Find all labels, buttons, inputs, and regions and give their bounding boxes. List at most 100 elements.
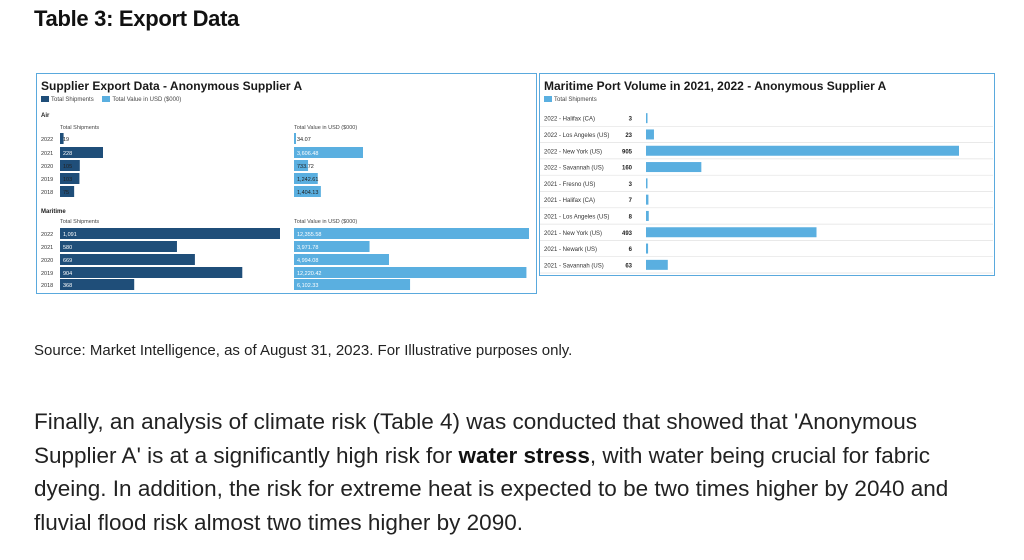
port-row-label: 2022 - New York (US)	[544, 149, 602, 155]
port-row-label: 2022 - Los Angeles (US)	[544, 133, 609, 139]
bar-value-maritime	[294, 254, 389, 265]
data-label-value-maritime: 12,220.42	[297, 271, 321, 277]
supplier-export-chart-title: Supplier Export Data - Anonymous Supplie…	[41, 79, 303, 93]
port-data-label: 7	[629, 198, 633, 204]
port-data-label: 63	[625, 263, 632, 269]
bar-shipments-maritime	[60, 241, 177, 252]
bar-port-shipments	[646, 210, 649, 221]
row-label-maritime: 2021	[41, 245, 53, 251]
data-label-value-air: 34.07	[297, 137, 311, 143]
bar-value-air	[294, 147, 363, 158]
port-row-label: 2021 - Halifax (CA)	[544, 198, 595, 204]
supplier-export-chart-svg: Air Total Shipments Total Value in USD ($0…	[41, 113, 529, 290]
legend-label-shipments: Total Shipments	[51, 96, 94, 103]
bar-port-shipments	[646, 243, 649, 254]
bar-shipments-air	[60, 173, 80, 184]
port-data-label: 160	[622, 166, 633, 172]
port-data-label: 6	[629, 247, 633, 253]
bar-port-shipments	[646, 113, 648, 124]
bar-value-maritime	[294, 267, 527, 278]
port-data-label: 3	[629, 117, 633, 123]
legend-label-port-shipments: Total Shipments	[554, 96, 597, 103]
data-label-shipments-air: 19	[63, 137, 69, 143]
bar-shipments-air	[60, 186, 75, 197]
port-volume-chart-panel: Maritime Port Volume in 2021, 2022 - Ano…	[539, 73, 995, 276]
data-label-shipments-air: 105	[63, 164, 72, 170]
bar-shipments-maritime	[60, 228, 280, 239]
row-label-maritime: 2020	[41, 258, 53, 264]
bar-value-air	[294, 173, 318, 184]
bar-port-shipments	[646, 162, 702, 173]
supplier-export-legend: Total Shipments Total Value in USD ($000…	[41, 96, 188, 103]
row-label-maritime: 2022	[41, 232, 53, 238]
data-label-value-air: 733.72	[297, 164, 314, 170]
data-label-value-air: 1,404.13	[297, 190, 318, 196]
bar-value-air	[294, 160, 309, 171]
bar-port-shipments	[646, 259, 668, 270]
bar-value-air	[294, 133, 296, 144]
column-header-shipments-maritime: Total Shipments	[60, 219, 99, 225]
port-data-label: 493	[622, 231, 633, 237]
legend-item-shipments: Total Shipments	[41, 96, 94, 103]
page-title: Table 3: Export Data	[34, 6, 240, 31]
port-row-label: 2022 - Halifax (CA)	[544, 117, 595, 123]
data-label-shipments-air: 75	[63, 190, 69, 196]
paragraph-text-end: , with water being crucial for fabric dy…	[34, 442, 949, 535]
bar-shipments-maritime	[60, 254, 195, 265]
bar-shipments-air	[60, 147, 103, 158]
paragraph-text-start: Finally, an analysis of climate risk (Ta…	[34, 409, 918, 468]
port-row-label: 2021 - Los Angeles (US)	[544, 214, 609, 220]
port-row-label: 2021 - Savannah (US)	[544, 263, 604, 269]
data-label-shipments-maritime: 1,091	[63, 232, 77, 238]
data-label-value-maritime: 4,994.08	[297, 258, 318, 264]
bar-port-shipments	[646, 129, 654, 140]
data-label-shipments-air: 228	[63, 151, 72, 157]
data-label-value-maritime: 12,355.58	[297, 232, 321, 238]
port-row-label: 2021 - Newark (US)	[544, 247, 597, 253]
data-label-value-air: 3,606.48	[297, 151, 318, 157]
bar-shipments-air	[60, 160, 80, 171]
source-note: Source: Market Intelligence, as of Augus…	[34, 342, 573, 359]
data-label-value-maritime: 6,102.33	[297, 283, 318, 289]
port-data-label: 23	[625, 133, 632, 139]
port-row-label: 2022 - Savannah (US)	[544, 166, 604, 172]
bar-value-air	[294, 186, 321, 197]
row-label-air: 2022	[41, 137, 53, 143]
bar-value-maritime	[294, 279, 411, 290]
data-label-shipments-maritime: 669	[63, 258, 72, 264]
data-label-shipments-maritime: 368	[63, 283, 72, 289]
port-row-label: 2021 - Fresno (US)	[544, 182, 595, 188]
group-label-air: Air	[41, 113, 50, 119]
data-label-shipments-air: 103	[63, 177, 72, 183]
row-label-air: 2019	[41, 177, 53, 183]
legend-swatch-light	[102, 96, 111, 102]
port-data-label: 905	[622, 149, 633, 155]
body-paragraph: Finally, an analysis of climate risk (Ta…	[34, 405, 1004, 539]
legend-swatch-dark	[41, 96, 49, 102]
supplier-export-chart-panel: Supplier Export Data - Anonymous Supplie…	[36, 73, 537, 294]
legend-swatch-light	[544, 96, 552, 102]
port-row-label: 2021 - New York (US)	[544, 231, 602, 237]
legend-item-value: Total Value in USD ($000)	[102, 96, 182, 103]
data-label-value-air: 1,242.61	[297, 177, 318, 183]
bar-port-shipments	[646, 178, 648, 189]
port-data-label: 3	[629, 182, 633, 188]
bar-port-shipments	[646, 194, 649, 205]
row-label-air: 2021	[41, 151, 53, 157]
column-header-shipments-air: Total Shipments	[60, 125, 99, 131]
bar-port-shipments	[646, 145, 959, 156]
bar-value-maritime	[294, 241, 370, 252]
column-header-value-air: Total Value in USD ($000)	[294, 125, 357, 131]
data-label-shipments-maritime: 580	[63, 245, 72, 251]
bar-shipments-maritime	[60, 279, 135, 290]
legend-item-port-shipments: Total Shipments	[544, 96, 597, 103]
bar-shipments-maritime	[60, 267, 243, 278]
group-label-maritime: Maritime	[41, 209, 66, 215]
row-label-maritime: 2018	[41, 283, 53, 289]
bar-shipments-air	[60, 133, 64, 144]
legend-label-value: Total Value in USD ($000)	[112, 96, 182, 103]
row-label-air: 2020	[41, 164, 53, 170]
row-label-air: 2018	[41, 190, 53, 196]
row-label-maritime: 2019	[41, 271, 53, 277]
bar-value-maritime	[294, 228, 529, 239]
